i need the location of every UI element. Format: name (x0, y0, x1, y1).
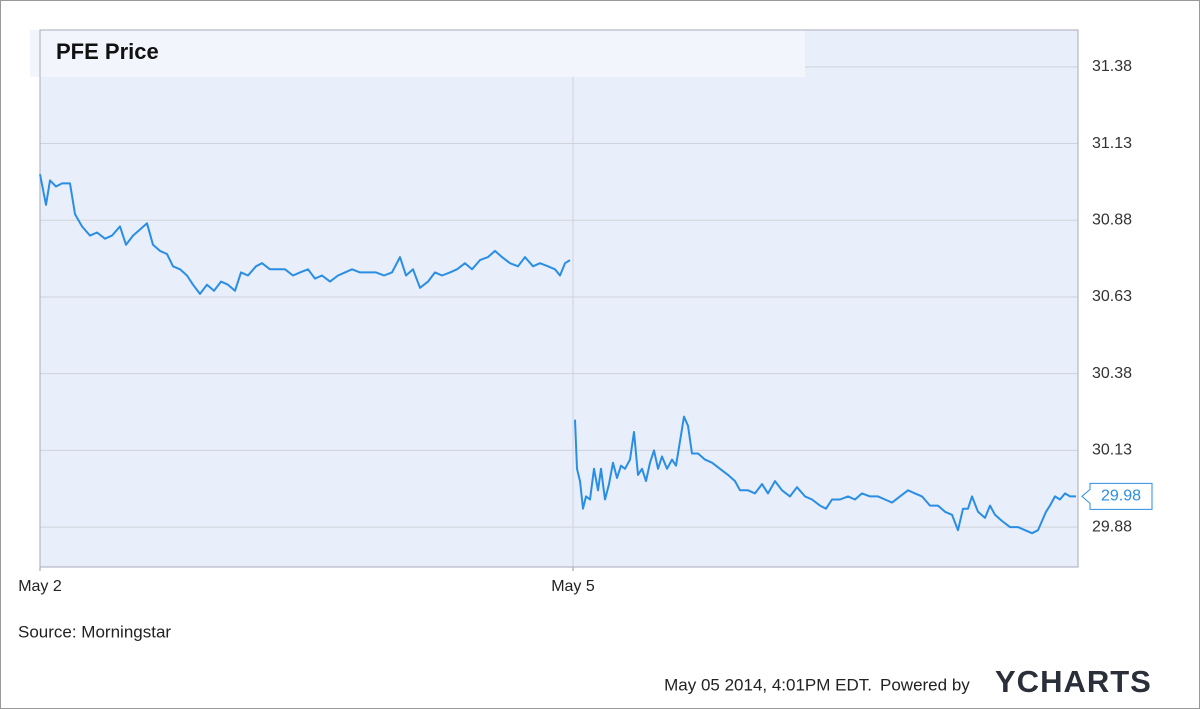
last-value-label: 29.98 (1101, 488, 1141, 505)
y-tick-label: 30.63 (1092, 288, 1132, 305)
y-tick-label: 30.13 (1092, 442, 1132, 459)
brand-logo: YCHARTS (995, 664, 1152, 699)
y-tick-label: 31.38 (1092, 58, 1132, 75)
timestamp: May 05 2014, 4:01PM EDT. (664, 675, 872, 694)
y-tick-label: 29.88 (1092, 518, 1132, 535)
y-tick-label: 30.88 (1092, 211, 1132, 228)
powered-by: Powered by (880, 675, 970, 694)
chart-title: PFE Price (56, 39, 159, 64)
title-box (30, 30, 805, 77)
plot-area (40, 30, 1078, 567)
y-tick-label: 30.38 (1092, 365, 1132, 382)
price-line (39, 174, 1076, 535)
grid (39, 30, 1078, 567)
source-note: Source: Morningstar (18, 622, 171, 641)
y-tick-label: 31.13 (1092, 135, 1132, 152)
last-value-callout (1081, 482, 1153, 510)
x-tick-label: May 2 (18, 578, 62, 595)
x-tick-label: May 5 (551, 578, 595, 595)
plot-border (39, 29, 1079, 568)
